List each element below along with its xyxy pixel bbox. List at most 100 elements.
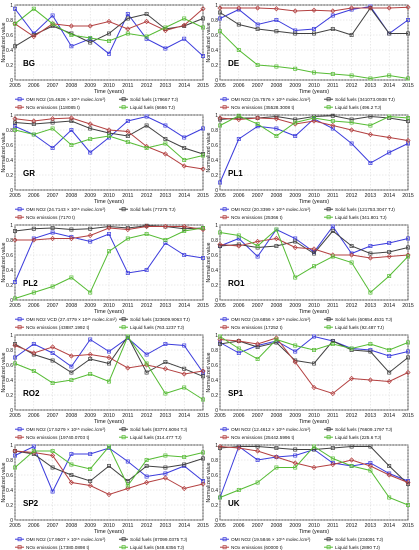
y-tick-label: 0.8 [211, 348, 218, 354]
x-tick-label: 2011 [122, 523, 133, 529]
data-point-solid [125, 16, 130, 21]
x-tick-label: 2015 [402, 523, 414, 529]
data-point-nox [349, 127, 355, 133]
data-point-liquid [144, 232, 149, 236]
x-tick-label: 2013 [160, 303, 172, 309]
series-line-nox [15, 226, 204, 241]
data-point-omi [125, 12, 130, 16]
y-tick-label: 0.2 [6, 393, 13, 399]
legend-entry-liquid: Liquid fuels (6666 TJ) [130, 105, 175, 110]
x-tick-label: 2009 [84, 303, 96, 309]
region-label: SP1 [228, 389, 244, 398]
data-point-solid [107, 464, 111, 468]
x-tick-label: 2006 [233, 193, 245, 199]
legend-entry-nox: NOx emissions (17252 t) [231, 325, 283, 330]
data-point-nox [330, 122, 336, 129]
y-tick-label: 1 [215, 223, 218, 229]
data-point-nox [162, 366, 168, 372]
x-tick-label: 2014 [178, 413, 190, 419]
data-point-solid [349, 244, 354, 248]
y-tick-label: 0.4 [211, 268, 218, 274]
x-tick-label: 2012 [141, 523, 153, 529]
data-point-liquid [201, 397, 205, 402]
data-point-liquid [368, 290, 373, 295]
data-point-omi [31, 342, 36, 346]
data-point-liquid [69, 143, 74, 147]
data-point-omi [201, 479, 205, 483]
data-point-omi [201, 126, 205, 131]
data-point-omi [125, 459, 130, 464]
panel-sp2: 2005 2006 2007 2008 2009 2010 2011 2012 2013 2014… [1, 443, 209, 550]
data-point-solid [274, 114, 279, 119]
panel-ro1: 2005 2006 2007 2008 2009 2010 2011 2012 2013 2014… [206, 223, 414, 330]
legend-marker [17, 207, 22, 212]
panel-uk: 2005 2006 2007 2008 2009 2010 2011 2012 2013 2014… [206, 443, 414, 550]
y-tick-label: 0.6 [211, 33, 218, 39]
data-point-solid [312, 31, 316, 36]
series-line-solid [14, 225, 204, 232]
legend-entry-solid: Solid fuels (83774.6094 TJ) [130, 427, 188, 432]
data-point-nox [255, 115, 261, 121]
data-point-nox [255, 448, 261, 454]
x-tick-label: 2012 [141, 303, 153, 309]
data-point-nox [181, 22, 187, 28]
x-tick-label: 2011 [327, 193, 338, 199]
data-point-omi [107, 232, 111, 236]
y-axis-label: Normalized value [1, 22, 7, 62]
data-point-liquid [218, 123, 222, 128]
data-point-liquid [144, 361, 149, 366]
region-label: DE [228, 59, 240, 68]
legend-marker [121, 317, 126, 322]
y-tick-label: 0.2 [211, 503, 218, 509]
data-point-nox [405, 369, 411, 376]
x-tick-label: 2011 [122, 413, 133, 419]
data-point-omi [406, 141, 410, 146]
x-tick-label: 2011 [327, 413, 338, 419]
y-tick-label: 0.2 [6, 503, 13, 509]
legend-entry-liquid: Liquid fuels (314.477 TJ) [130, 435, 182, 440]
data-point-solid [255, 27, 260, 31]
data-point-omi [387, 150, 392, 155]
data-point-omi [13, 355, 17, 360]
y-tick-label: 0.8 [6, 128, 13, 134]
data-point-liquid [13, 128, 17, 132]
legend-marker [222, 215, 227, 220]
data-point-nox [68, 479, 74, 486]
data-point-omi [88, 150, 93, 155]
x-tick-label: 2007 [252, 303, 264, 309]
data-point-omi [107, 51, 111, 56]
data-point-liquid [293, 465, 298, 470]
data-point-solid [406, 31, 410, 36]
legend-marker [326, 545, 331, 550]
x-tick-label: 2015 [197, 303, 209, 309]
x-tick-label: 2011 [327, 83, 338, 89]
data-point-omi [13, 6, 17, 11]
y-tick-label: 1 [10, 333, 13, 339]
data-point-omi [255, 254, 260, 259]
data-point-omi [125, 119, 130, 123]
x-tick-label: 2006 [233, 83, 245, 89]
data-point-solid [293, 447, 298, 452]
series-line-solid [14, 13, 204, 47]
x-tick-label: 2012 [346, 193, 358, 199]
data-point-nox [273, 235, 279, 242]
data-point-nox [386, 5, 392, 11]
data-point-liquid [88, 290, 93, 295]
legend-marker [222, 427, 227, 432]
data-point-liquid [406, 116, 410, 120]
data-point-omi [182, 253, 187, 257]
data-point-liquid [387, 495, 392, 500]
x-tick-label: 2006 [233, 413, 245, 419]
data-point-nox [200, 481, 206, 487]
x-tick-label: 2010 [103, 413, 115, 419]
y-tick-label: 0 [10, 298, 13, 304]
legend-marker [222, 545, 227, 550]
x-tick-label: 2005 [214, 83, 226, 89]
legend-marker [121, 325, 126, 330]
legend-marker [17, 325, 22, 330]
x-tick-label: 2011 [327, 523, 338, 529]
y-tick-label: 0.2 [6, 173, 13, 179]
x-tick-label: 2007 [47, 303, 59, 309]
data-point-liquid [163, 453, 168, 458]
legend-entry-solid: Solid fuels (87099.0375 TJ) [130, 537, 188, 542]
